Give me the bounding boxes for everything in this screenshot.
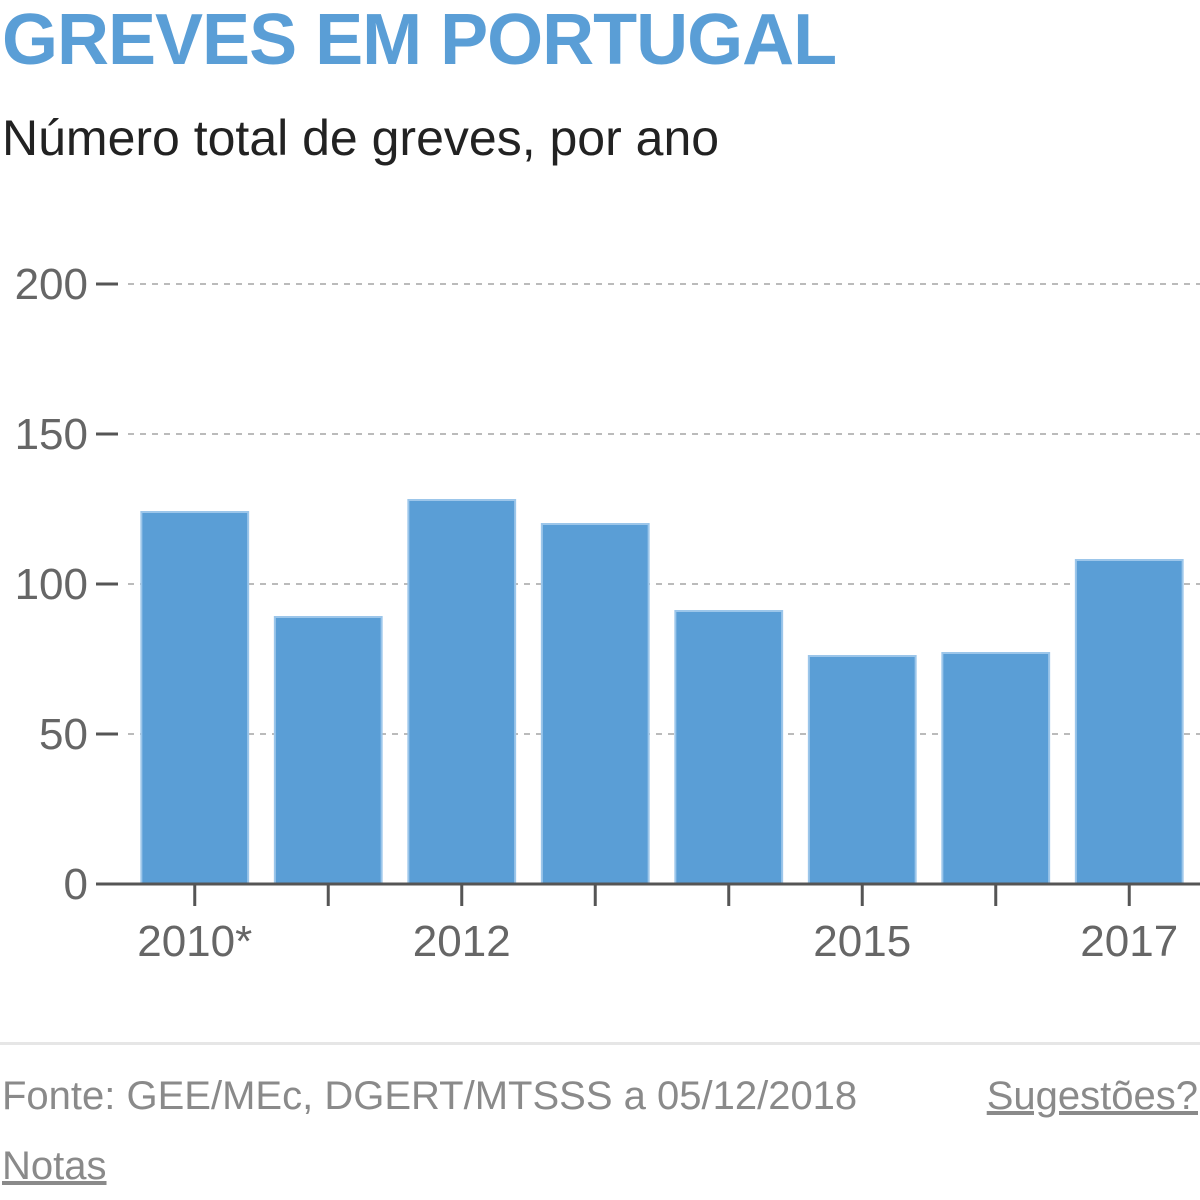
bar	[540, 523, 650, 885]
y-tick-label: 150	[15, 410, 88, 459]
suggestions-link[interactable]: Sugestões?	[986, 1074, 1198, 1118]
bar	[407, 499, 517, 885]
source-note: Fonte: GEE/MEc, DGERT/MTSSS a 05/12/2018	[2, 1074, 858, 1118]
bar-chart: 0 50 100 150 200 2010* 2012 2015 2017	[15, 260, 1200, 966]
bar	[674, 610, 784, 885]
y-tick-label: 50	[39, 710, 88, 759]
bar	[1074, 559, 1184, 885]
bar	[807, 655, 917, 885]
y-tick-label: 100	[15, 560, 88, 609]
bar	[140, 511, 250, 885]
bar	[273, 616, 383, 885]
chart-subtitle: Número total de greves, por ano	[2, 110, 720, 166]
chart-title: GREVES EM PORTUGAL	[2, 0, 837, 80]
x-tick-label: 2015	[813, 917, 911, 966]
footer-divider	[0, 1042, 1200, 1045]
bars	[140, 499, 1184, 885]
x-tick-label: 2017	[1080, 917, 1178, 966]
axes	[96, 282, 1200, 906]
bar	[941, 652, 1051, 885]
tick-labels: 0 50 100 150 200 2010* 2012 2015 2017	[15, 260, 1179, 966]
notes-link[interactable]: Notas	[2, 1144, 107, 1188]
x-tick-label: 2012	[413, 917, 511, 966]
x-tick-label: 2010*	[137, 917, 252, 966]
y-tick-label: 0	[64, 860, 88, 909]
y-tick-label: 200	[15, 260, 88, 309]
